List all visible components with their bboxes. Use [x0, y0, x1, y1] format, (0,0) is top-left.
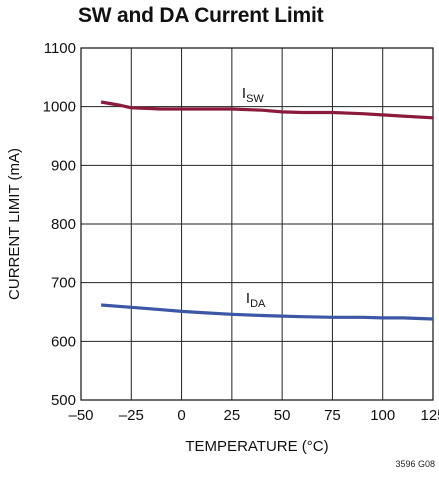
- y-tick-label: 1100: [44, 40, 76, 57]
- chart-title: SW and DA Current Limit: [78, 4, 324, 27]
- series-label-sw: ISW: [242, 85, 265, 105]
- x-axis-ticks: –50 –25 0 25 50 75 100 125: [68, 407, 439, 424]
- x-tick-label: 125: [420, 407, 439, 424]
- y-tick-label: 600: [51, 333, 76, 350]
- y-tick-label: 800: [51, 216, 76, 233]
- series-label-da: IDA: [246, 290, 266, 310]
- x-tick-label: 25: [224, 407, 241, 424]
- y-tick-label: 700: [51, 275, 76, 292]
- y-axis-ticks: 500 600 700 800 900 1000 1100: [43, 40, 76, 409]
- series-labels: ISW IDA: [242, 85, 266, 310]
- x-tick-label: –25: [119, 407, 144, 424]
- x-tick-label: 50: [274, 407, 291, 424]
- x-axis-title: TEMPERATURE (°C): [185, 438, 328, 455]
- plot-frame: [80, 47, 434, 401]
- figure-code: 3596 G08: [395, 459, 435, 469]
- y-tick-label: 1000: [43, 99, 76, 116]
- series-line-da: [100, 303, 434, 321]
- series-layer: [100, 100, 434, 321]
- x-tick-label: 100: [370, 407, 395, 424]
- x-tick-label: 75: [324, 407, 341, 424]
- y-axis-title: CURRENT LIMIT (mA): [6, 148, 23, 300]
- series-line-sw: [100, 100, 434, 120]
- x-tick-label: 0: [177, 407, 185, 424]
- y-tick-label: 500: [51, 392, 76, 409]
- x-tick-label: –50: [68, 407, 93, 424]
- y-tick-label: 900: [51, 157, 76, 174]
